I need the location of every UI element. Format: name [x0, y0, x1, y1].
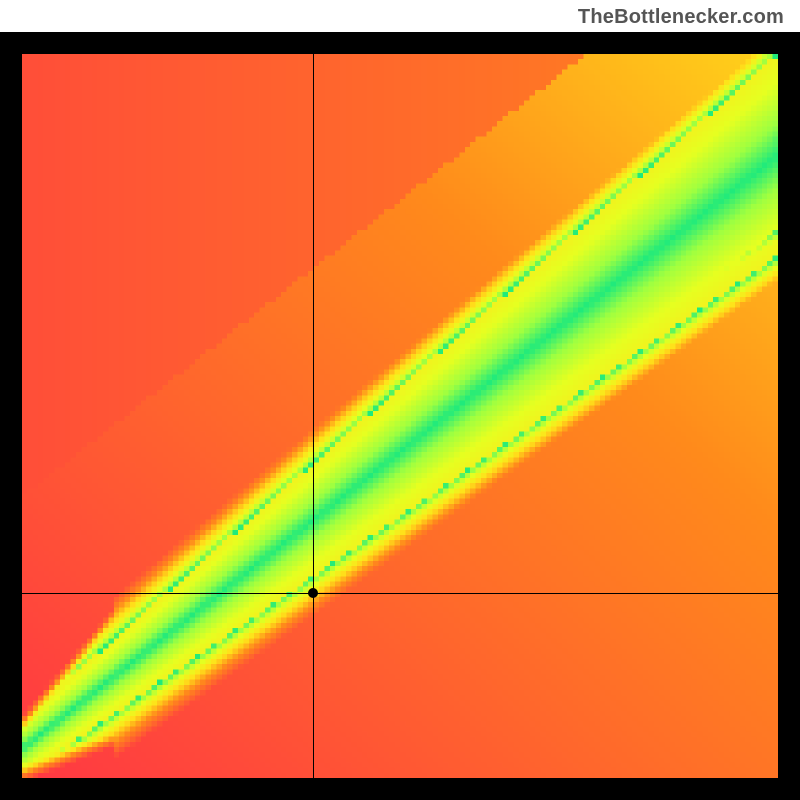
chart-root: TheBottlenecker.com: [0, 0, 800, 800]
crosshair-vertical: [313, 54, 314, 778]
heatmap-outer-frame: [0, 32, 800, 800]
crosshair-horizontal: [22, 593, 778, 594]
watermark-text: TheBottlenecker.com: [578, 6, 784, 29]
heatmap-canvas: [22, 54, 778, 778]
